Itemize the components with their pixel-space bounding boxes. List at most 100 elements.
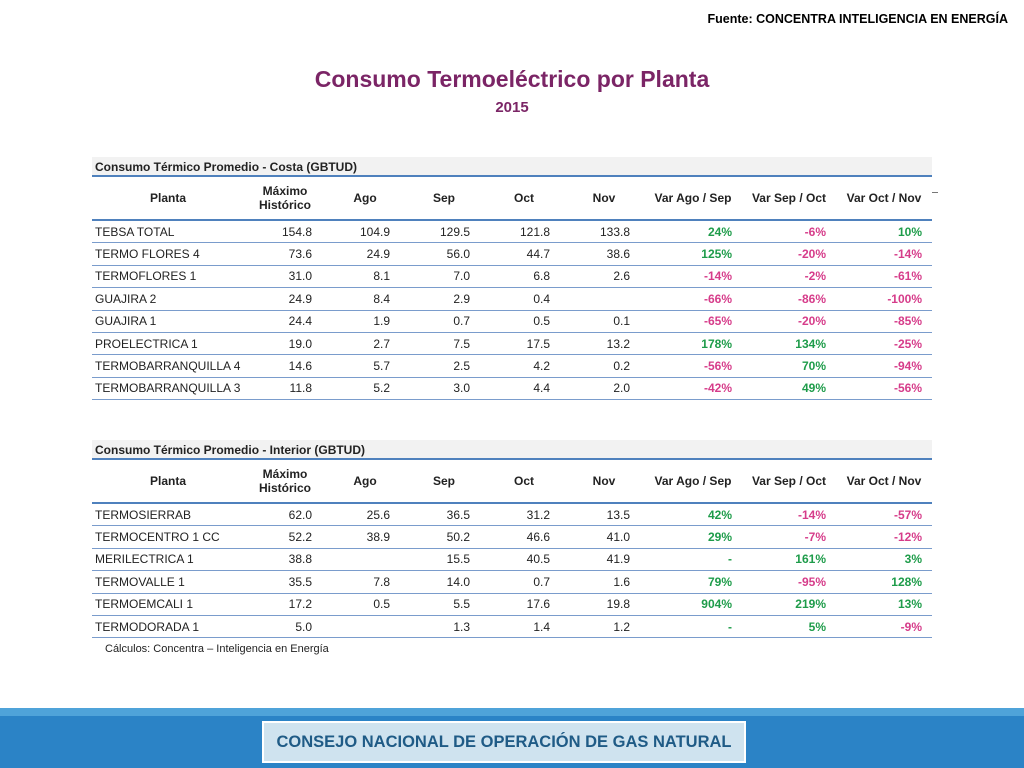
variation-cell: -6% [742,220,836,244]
value-cell: 19.0 [244,332,326,356]
table-row: GUAJIRA 2 24.9 8.4 2.9 0.4 -66% -86% -100% [92,287,932,311]
interior-table: Planta Máximo Histórico Ago Sep Oct Nov V… [92,460,932,639]
variation-cell: -14% [742,503,836,527]
value-cell: 2.5 [404,354,484,378]
plant-name-cell: TERMOFLORES 1 [92,265,244,289]
variation-cell: -42% [644,377,742,401]
table-row: TERMO FLORES 4 73.6 24.9 56.0 44.7 38.6 125% -2… [92,242,932,266]
variation-cell: 161% [742,548,836,572]
variation-cell: 134% [742,332,836,356]
col-header-var-oct-nov: Var Oct / Nov [836,177,932,221]
value-cell: 1.4 [484,615,564,639]
plant-name-cell: TEBSA TOTAL [92,220,244,244]
value-cell: 2.0 [564,377,644,401]
table-row: TERMOSIERRAB 62.0 25.6 36.5 31.2 13.5 42% -14% -… [92,503,932,527]
variation-cell: 79% [644,570,742,594]
costa-table: Planta Máximo Histórico Ago Sep Oct Nov V… [92,177,932,401]
variation-cell: 24% [644,220,742,244]
plant-name-cell: TERMOCENTRO 1 CC [92,525,244,549]
footer-banner: CONSEJO NACIONAL DE OPERACIÓN DE GAS NAT… [262,721,746,763]
value-cell: 7.5 [404,332,484,356]
col-header-planta: Planta [92,177,244,221]
variation-cell: 13% [836,593,932,616]
value-cell [564,287,644,311]
variation-cell: 10% [836,220,932,244]
variation-cell: - [644,615,742,639]
value-cell: 5.7 [326,354,404,378]
value-cell: 14.0 [404,570,484,594]
value-cell: 121.8 [484,220,564,244]
interior-table-block: Consumo Térmico Promedio - Interior (GBT… [92,440,932,639]
value-cell: 73.6 [244,242,326,266]
source-note: Fuente: CONCENTRA INTELIGENCIA EN ENERGÍ… [707,12,1008,26]
col-header-sep: Sep [404,177,484,221]
col-header-var-ago-sep: Var Ago / Sep [644,177,742,221]
footer-accent-band [0,708,1024,716]
col-header-ago: Ago [326,177,404,221]
value-cell: 0.1 [564,310,644,333]
variation-cell: -25% [836,332,932,356]
variation-cell: -57% [836,503,932,527]
value-cell: 133.8 [564,220,644,244]
value-cell: 8.1 [326,265,404,289]
value-cell: 8.4 [326,287,404,311]
variation-cell: 5% [742,615,836,639]
value-cell: 62.0 [244,503,326,527]
interior-header-row: Planta Máximo Histórico Ago Sep Oct Nov V… [92,460,932,504]
value-cell [326,548,404,572]
variation-cell: -2% [742,265,836,289]
plant-name-cell: TERMOBARRANQUILLA 4 [92,354,244,378]
value-cell: 0.5 [326,593,404,616]
plant-name-cell: TERMOEMCALI 1 [92,593,244,616]
table-row: TERMOVALLE 1 35.5 7.8 14.0 0.7 1.6 79% -95% 128% [92,570,932,594]
value-cell: 2.7 [326,332,404,356]
value-cell: 38.6 [564,242,644,266]
value-cell: 5.2 [326,377,404,401]
plant-name-cell: GUAJIRA 2 [92,287,244,311]
col-header-var-ago-sep: Var Ago / Sep [644,460,742,504]
value-cell: 31.0 [244,265,326,289]
col-header-var-sep-oct: Var Sep / Oct [742,460,836,504]
table-row: TERMODORADA 1 5.0 1.3 1.4 1.2-5% -9% [92,615,932,639]
variation-cell: 3% [836,548,932,572]
col-header-var-sep-oct: Var Sep / Oct [742,177,836,221]
value-cell: 7.8 [326,570,404,594]
variation-cell: -85% [836,310,932,333]
variation-cell: 128% [836,570,932,594]
value-cell: 0.4 [484,287,564,311]
value-cell: 6.8 [484,265,564,289]
table-row: MERILECTRICA 1 38.8 15.5 40.5 41.9-161% 3% [92,548,932,572]
value-cell: 24.9 [244,287,326,311]
variation-cell: -14% [644,265,742,289]
variation-cell: -95% [742,570,836,594]
value-cell: 24.4 [244,310,326,333]
value-cell: 154.8 [244,220,326,244]
value-cell: 17.2 [244,593,326,616]
variation-cell: 42% [644,503,742,527]
value-cell: 41.9 [564,548,644,572]
value-cell: 1.6 [564,570,644,594]
plant-name-cell: TERMOSIERRAB [92,503,244,527]
value-cell: 31.2 [484,503,564,527]
variation-cell: -94% [836,354,932,378]
variation-cell: -86% [742,287,836,311]
value-cell: 2.9 [404,287,484,311]
value-cell: 13.2 [564,332,644,356]
costa-header-row: Planta Máximo Histórico Ago Sep Oct Nov V… [92,177,932,221]
plant-name-cell: TERMOVALLE 1 [92,570,244,594]
value-cell: 0.7 [404,310,484,333]
col-header-ago: Ago [326,460,404,504]
calculation-note: Cálculos: Concentra – Inteligencia en En… [105,643,329,655]
variation-cell: - [644,548,742,572]
value-cell: 13.5 [564,503,644,527]
plant-name-cell: TERMO FLORES 4 [92,242,244,266]
costa-table-title: Consumo Térmico Promedio - Costa (GBTUD) [92,157,932,177]
value-cell: 104.9 [326,220,404,244]
plant-name-cell: GUAJIRA 1 [92,310,244,333]
table-row: TERMOEMCALI 1 17.2 0.5 5.5 17.6 19.8 904% 219% 1… [92,593,932,616]
col-header-planta: Planta [92,460,244,504]
table-row: TEBSA TOTAL 154.8 104.9 129.5 121.8 133.8 24% -… [92,220,932,244]
page-title: Consumo Termoeléctrico por Planta [314,66,710,92]
variation-cell: -61% [836,265,932,289]
value-cell: 2.6 [564,265,644,289]
